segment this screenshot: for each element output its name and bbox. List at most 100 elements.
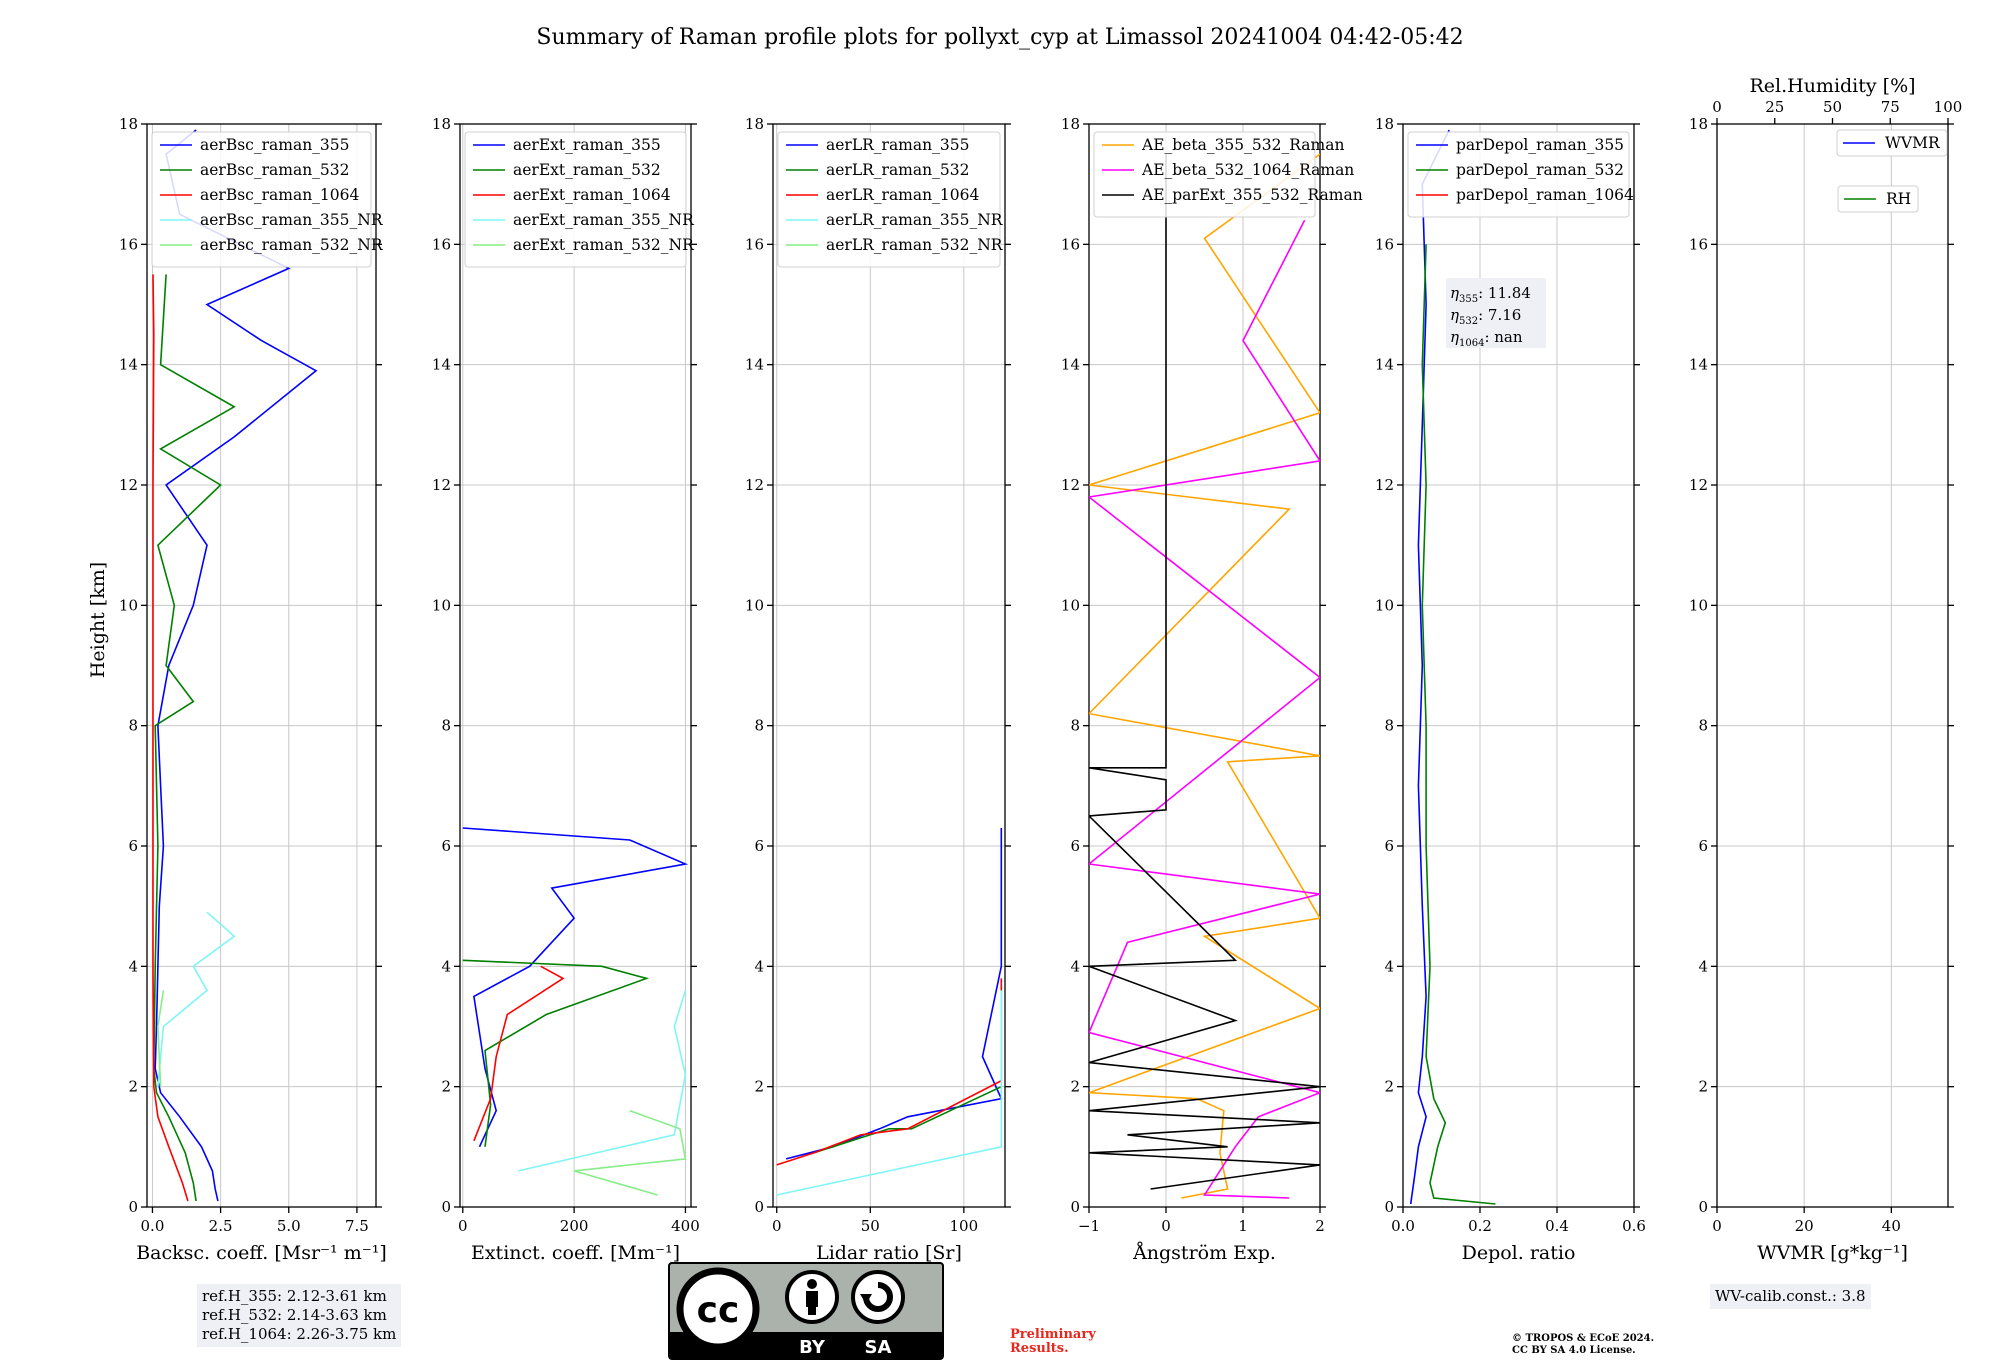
series-line-aerBsc_raman_355: [154, 129, 318, 1202]
y-tick-label: 10: [1689, 596, 1708, 614]
y-tick-label: 16: [1375, 235, 1394, 253]
y-tick-label: 8: [754, 717, 764, 735]
series-line-parDepol_raman_532: [1421, 244, 1496, 1205]
legend-entry: aerExt_raman_1064: [513, 186, 671, 204]
y-tick-label: 12: [1689, 476, 1708, 494]
eta-annotation-box: [1446, 278, 1546, 348]
x-tick-label: 1: [1238, 1217, 1248, 1235]
legend-entry: aerBsc_raman_1064: [200, 186, 360, 204]
y-tick-label: 14: [1375, 356, 1394, 374]
y-tick-label: 16: [119, 235, 138, 253]
plot-frame: [1716, 123, 1949, 1208]
y-tick-label: 14: [1061, 356, 1080, 374]
legend-entry: aerLR_raman_532: [826, 161, 969, 179]
legend-box: [1093, 131, 1316, 218]
series-line-AE_beta_532_1064_Raman: [1089, 219, 1320, 1199]
y-tick-label: 4: [754, 957, 764, 975]
y-tick-label: 2: [128, 1078, 138, 1096]
legend-entry: parDepol_raman_1064: [1456, 186, 1634, 204]
x-tick-label: −1: [1078, 1217, 1100, 1235]
x-tick-label: 100: [950, 1217, 979, 1235]
legend-entry: aerLR_raman_1064: [826, 186, 979, 204]
x-tick-label: 5.0: [277, 1217, 301, 1235]
y-tick-label: 4: [441, 957, 451, 975]
eta-annotation-532: η532: 7.16: [1450, 306, 1521, 327]
share-alike-icon: [851, 1270, 905, 1324]
panel-bsc: 0 2 4 6 8 10 12 14 16 18 0.0 2.5 5.0 7.5 Backsc. coeff…: [119, 115, 387, 1264]
legend-entry: parDepol_raman_355: [1456, 136, 1624, 154]
series-line-aerExt_raman_355_NR: [518, 990, 687, 1172]
legend-box: [464, 131, 687, 268]
y-tick-label: 14: [432, 356, 451, 374]
legend-entry: aerBsc_raman_355: [200, 136, 350, 154]
ref-height-355: ref.H_355: 2.12-3.61 km: [202, 1287, 387, 1305]
y-tick-label: 14: [119, 356, 138, 374]
x-tick-label: 20: [1795, 1217, 1814, 1235]
series-line-AE_parExt_355_532_Raman: [1089, 154, 1320, 1190]
x-tick-label: 0.2: [1468, 1217, 1492, 1235]
x-tick-label: 0: [772, 1217, 782, 1235]
y-tick-label: 6: [128, 837, 138, 855]
y-tick-label: 18: [119, 115, 138, 133]
eta-annotation-1064: η1064: nan: [1450, 328, 1523, 349]
y-tick-label: 4: [1070, 957, 1080, 975]
legend-box: [1407, 131, 1630, 218]
y-tick-label: 16: [1061, 235, 1080, 253]
legend-entry: aerLR_raman_532_NR: [826, 236, 1004, 254]
y-tick-label: 0: [1698, 1198, 1708, 1216]
x-tick-label: 0.0: [141, 1217, 165, 1235]
y-tick-label: 6: [1384, 837, 1394, 855]
legend-entry: aerExt_raman_355: [513, 136, 661, 154]
y-tick-label: 2: [1698, 1078, 1708, 1096]
y-tick-label: 2: [754, 1078, 764, 1096]
legend-entry: AE_beta_532_1064_Raman: [1141, 161, 1354, 179]
series-line-aerLR_raman_1064: [776, 978, 1003, 1166]
panel-ext: 0 2 4 6 8 10 12 14 16 18 0 200 400 Extinct. coeff. [M…: [432, 115, 700, 1264]
x-axis-label: WVMR [g*kg⁻¹]: [1757, 1242, 1908, 1264]
legend-entry: AE_parExt_355_532_Raman: [1141, 186, 1363, 204]
legend-entry: aerLR_raman_355_NR: [826, 211, 1004, 229]
y-tick-label: 0: [128, 1198, 138, 1216]
preliminary-note: Preliminary Results.: [1010, 1328, 1096, 1356]
legend-entry: parDepol_raman_532: [1456, 161, 1624, 179]
legend-box: [1837, 185, 1919, 213]
y-tick-label: 18: [745, 115, 764, 133]
plot-frame: [146, 123, 377, 1208]
x-tick-label: 2: [1315, 1217, 1325, 1235]
x-tick-label: 0: [1161, 1217, 1171, 1235]
y-tick-label: 6: [1070, 837, 1080, 855]
eta-annotation-355: η355: 11.84: [1450, 284, 1531, 305]
y-tick-label: 0: [441, 1198, 451, 1216]
y-tick-label: 4: [128, 957, 138, 975]
y-tick-label: 18: [432, 115, 451, 133]
x-tick-label: 0.6: [1622, 1217, 1646, 1235]
top-x-tick-label: 50: [1823, 98, 1842, 116]
legend-entry: aerLR_raman_355: [826, 136, 969, 154]
series-line-aerLR_raman_355_NR: [776, 990, 1003, 1196]
y-tick-label: 8: [1070, 717, 1080, 735]
panel-lr: 0 2 4 6 8 10 12 14 16 18 0 50 100 Lidar ratio [Sr] aer…: [745, 115, 1011, 1264]
y-tick-label: 12: [119, 476, 138, 494]
series-line-aerExt_raman_1064: [473, 965, 565, 1142]
copyright-note: © TROPOS & ECoE 2024. CC BY SA 4.0 Licen…: [1512, 1333, 1654, 1357]
y-tick-label: 8: [441, 717, 451, 735]
ref-height-532: ref.H_532: 2.14-3.63 km: [202, 1306, 387, 1324]
figure-title: Summary of Raman profile plots for polly…: [536, 25, 1463, 50]
preliminary-line-1: Preliminary: [1010, 1327, 1096, 1342]
x-tick-label: 0.0: [1391, 1217, 1415, 1235]
copyright-line-1: © TROPOS & ECoE 2024.: [1512, 1333, 1655, 1344]
y-tick-label: 6: [1698, 837, 1708, 855]
legend-entry: aerBsc_raman_355_NR: [200, 211, 384, 229]
by-text: BY: [799, 1337, 826, 1358]
x-tick-label: 200: [560, 1217, 589, 1235]
y-tick-label: 8: [1698, 717, 1708, 735]
plot-frame: [772, 123, 1006, 1208]
top-x-tick-label: 100: [1934, 98, 1963, 116]
legend-box: [151, 131, 372, 268]
x-tick-label: 0: [458, 1217, 468, 1235]
y-tick-label: 4: [1698, 957, 1708, 975]
top-x-tick-label: 75: [1881, 98, 1900, 116]
x-axis-label: Depol. ratio: [1462, 1242, 1576, 1264]
y-tick-label: 8: [128, 717, 138, 735]
